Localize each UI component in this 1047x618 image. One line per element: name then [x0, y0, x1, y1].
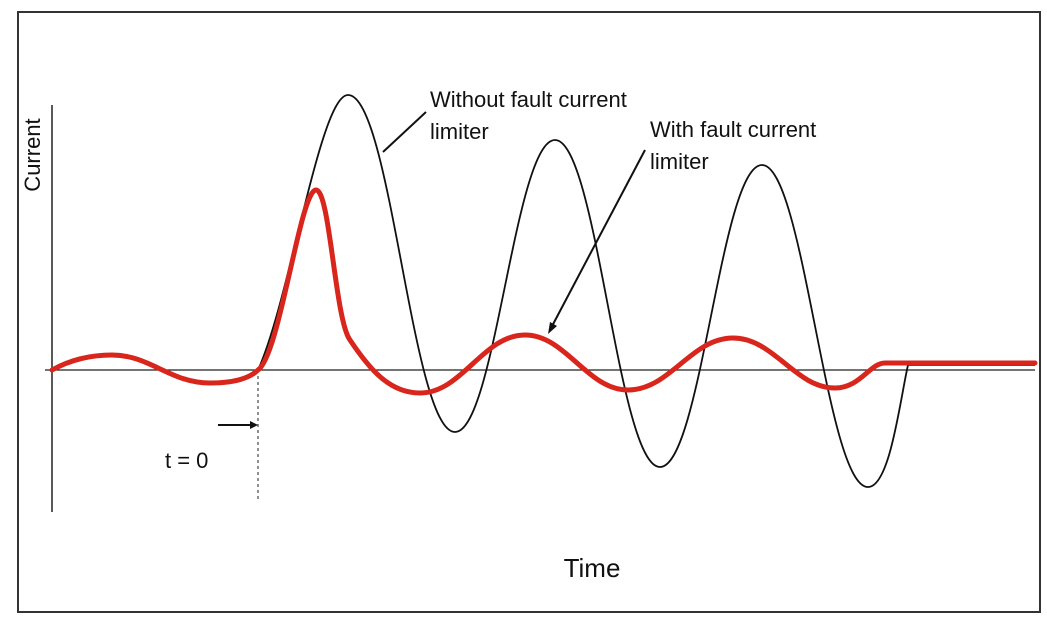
curve-with-limiter [49, 187, 1038, 396]
leader-line [549, 149, 646, 331]
annotation: limiter [430, 119, 489, 144]
y-axis-label: Current [20, 118, 45, 191]
frame [17, 11, 1041, 613]
x-axis-label: Time [564, 553, 621, 583]
annotation: limiter [650, 149, 709, 174]
marker-label: t = 0 [165, 448, 208, 473]
leader-arrowhead [548, 322, 557, 334]
annotation: With fault current [650, 117, 816, 142]
t0-arrowhead [250, 421, 258, 429]
annotation: Without fault current [430, 87, 627, 112]
leader-line [382, 111, 427, 153]
